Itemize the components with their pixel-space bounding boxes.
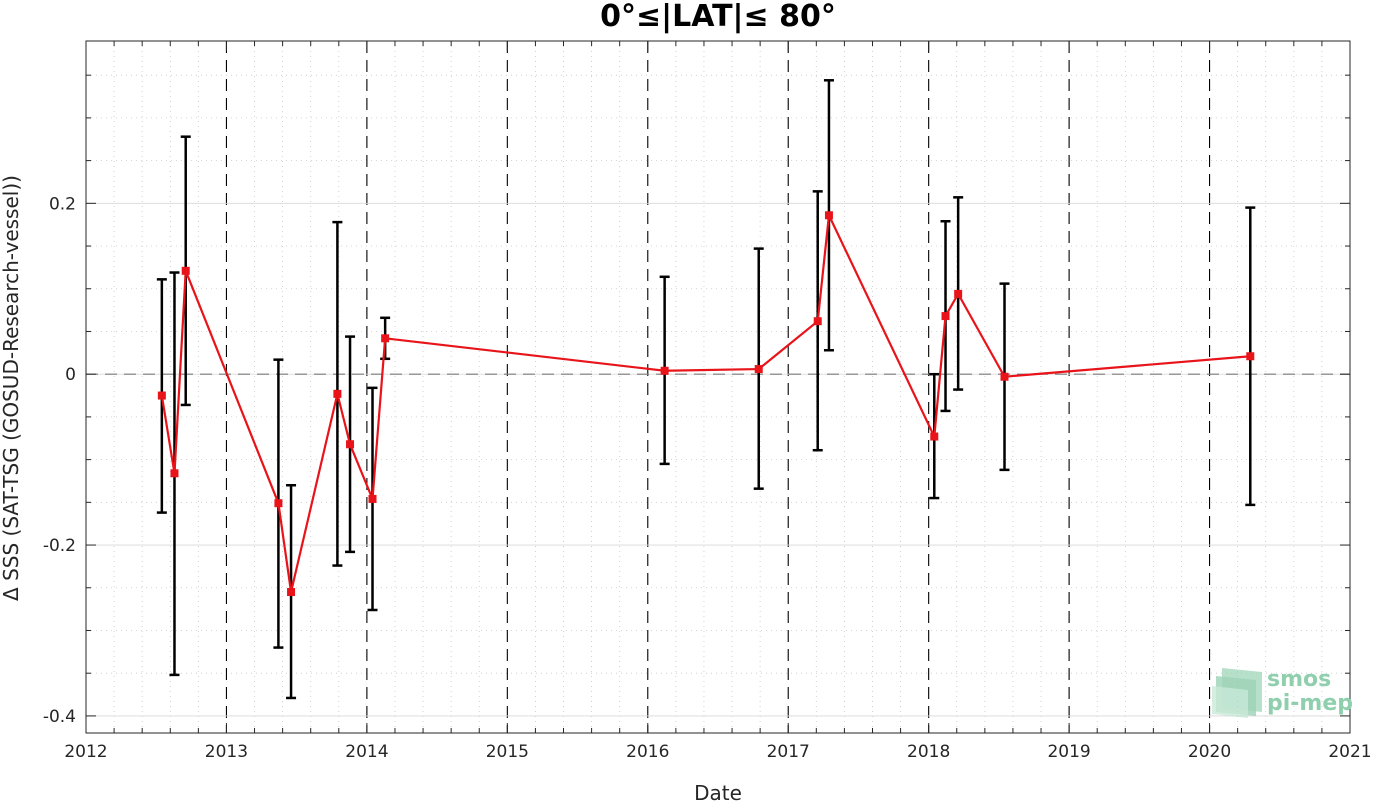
minor-grid (86, 41, 1350, 733)
y-tick-label: 0 (65, 365, 76, 385)
data-point (381, 334, 390, 343)
x-tick-label: 2020 (1188, 742, 1231, 762)
logo-line1: smos (1267, 667, 1331, 692)
series-markers (157, 211, 1255, 597)
x-tick-label: 2018 (907, 742, 950, 762)
x-tick-label: 2017 (767, 742, 810, 762)
error-bars (156, 79, 1256, 700)
x-tick-label: 2019 (1047, 742, 1090, 762)
data-point (274, 499, 283, 508)
data-point (157, 391, 166, 400)
data-point (346, 440, 355, 449)
data-point (813, 317, 822, 326)
data-point (754, 365, 763, 374)
data-point (941, 312, 950, 321)
data-point (930, 432, 939, 441)
logo-line2: pi-mep (1267, 691, 1353, 716)
x-tick-label: 2021 (1328, 742, 1371, 762)
y-tick-label: -0.4 (43, 707, 76, 727)
data-point (1000, 372, 1009, 381)
data-point (954, 289, 963, 298)
smos-pi-mep-logo: smos pi-mep (1212, 667, 1353, 718)
y-tick-label: -0.2 (43, 536, 76, 556)
x-tick-label: 2013 (205, 742, 248, 762)
major-grid (86, 41, 1350, 733)
tick-labels: 2012 2013 2014 2015 2016 2017 2018 2019 2020 2021… (43, 194, 1372, 762)
x-tick-label: 2016 (626, 742, 669, 762)
data-point (368, 494, 377, 503)
x-tick-label: 2015 (486, 742, 529, 762)
data-point (824, 211, 833, 220)
y-axis-title: Δ SSS (SAT-TSG (GOSUD-Research-vessel)) (0, 175, 23, 601)
data-point (287, 588, 296, 597)
series-line (160, 211, 1251, 593)
data-point (170, 469, 179, 478)
data-point (181, 266, 190, 275)
y-tick-label: 0.2 (49, 194, 76, 214)
data-point (1246, 352, 1255, 361)
data-point (660, 366, 669, 375)
data-point (333, 389, 342, 398)
logo-mark-icon (1212, 668, 1262, 718)
chart-title: 0°≤|LAT|≤ 80° (600, 0, 836, 34)
axis-ticks (85, 41, 1351, 733)
x-tick-label: 2012 (64, 742, 107, 762)
x-axis-title: Date (694, 781, 742, 801)
plot-frame (85, 40, 1351, 734)
x-tick-label: 2014 (345, 742, 388, 762)
